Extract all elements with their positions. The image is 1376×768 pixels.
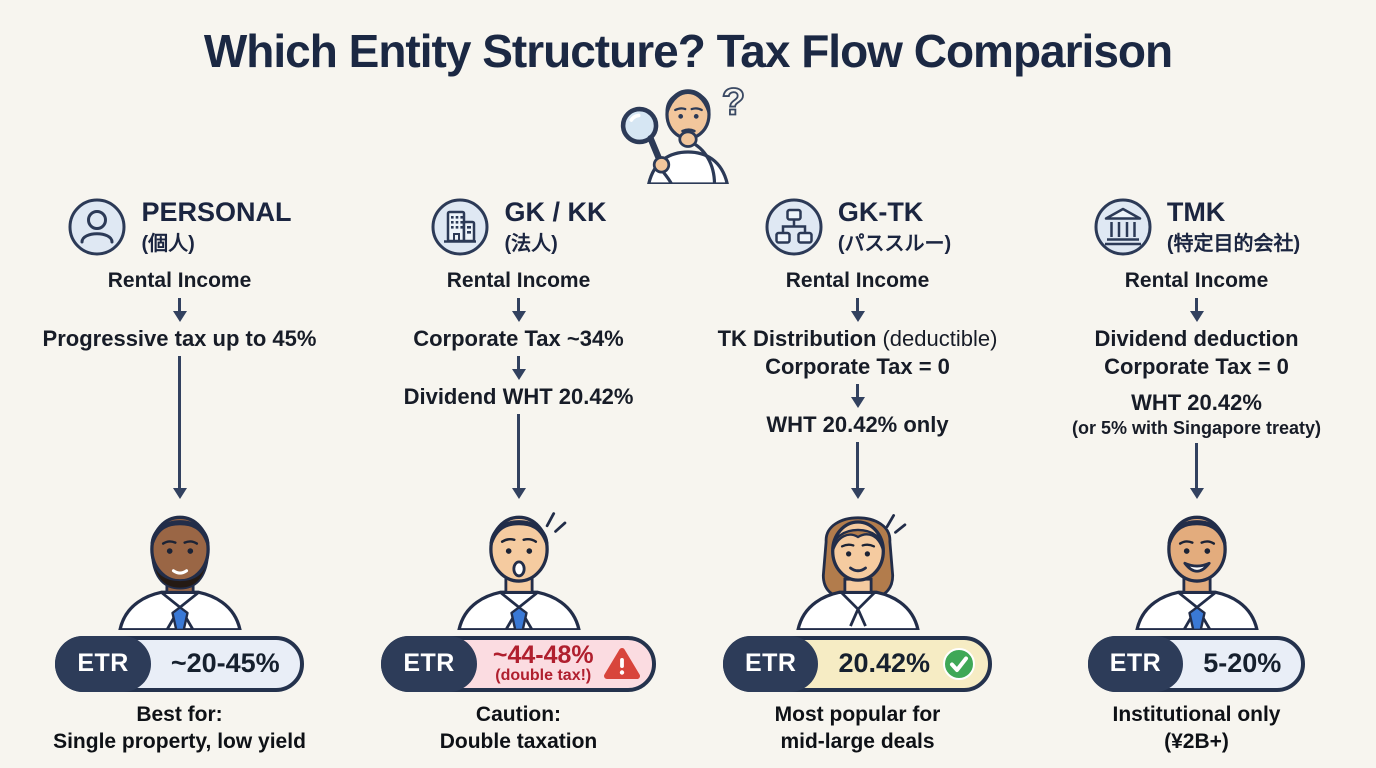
- etr-label: ETR: [1087, 635, 1184, 692]
- tax-step-group: WHT 20.42% (or 5% with Singapore treaty): [1072, 389, 1321, 440]
- investor-illustration: [444, 502, 594, 630]
- column-header: GK-TK (パススルー): [764, 188, 951, 266]
- tax-step: Dividend WHT 20.42%: [403, 384, 634, 410]
- column-personal: PERSONAL (個人) Rental Income Progressive …: [10, 188, 349, 756]
- down-arrow-icon: [511, 297, 526, 322]
- caption-line-2: Single property, low yield: [53, 730, 306, 754]
- down-arrow-icon: [850, 384, 865, 409]
- etr-badge: ETR ~44-48% (double tax!): [381, 635, 656, 692]
- etr-badge: ETR 20.42%: [722, 635, 993, 692]
- tax-step-line2: Corporate Tax = 0: [1104, 354, 1289, 380]
- column-title-jp: (パススルー): [837, 233, 952, 256]
- etr-note: (double tax!): [495, 667, 592, 685]
- tax-flow: Rental Income Progressive tax up to 45%: [10, 266, 349, 502]
- tax-step-paren: (deductible): [882, 325, 998, 351]
- etr-label: ETR: [722, 635, 819, 692]
- column-title: PERSONAL: [141, 196, 292, 227]
- down-arrow-icon: [1189, 443, 1204, 499]
- column-title: GK / KK: [504, 196, 607, 227]
- down-arrow-icon: [850, 442, 865, 499]
- caption-line-2: Double taxation: [439, 730, 598, 754]
- column-header: TMK (特定目的会社): [1093, 188, 1300, 266]
- tax-step: WHT 20.42%: [1131, 390, 1262, 416]
- income-label: Rental Income: [446, 269, 591, 292]
- column-header: GK / KK (法人): [430, 188, 607, 266]
- investor-illustration: [783, 502, 933, 630]
- tax-step-sub: (or 5% with Singapore treaty): [1071, 418, 1322, 439]
- income-label: Rental Income: [1124, 269, 1269, 292]
- thinking-person-illustration: ?: [0, 78, 1376, 186]
- etr-value: ~20-45%: [170, 648, 280, 679]
- down-arrow-icon: [511, 356, 526, 381]
- down-arrow-icon: [511, 414, 526, 499]
- investor-illustration: [105, 502, 255, 630]
- etr-value: ~44-48%: [492, 641, 594, 670]
- etr-value: 5-20%: [1203, 648, 1282, 679]
- column-title: TMK: [1166, 196, 1226, 227]
- column-caption: Most popular for mid-large deals: [775, 701, 941, 756]
- investor-illustration: [1122, 502, 1272, 630]
- etr-value: 20.42%: [838, 648, 931, 679]
- tax-flow: Rental Income TK Distribution (deductible…: [688, 266, 1027, 502]
- tax-flow: Rental Income Dividend deduction Corpora…: [1027, 266, 1366, 502]
- building-icon: [430, 197, 490, 257]
- tax-step-line1: Dividend deduction: [1094, 325, 1299, 351]
- tax-step: WHT 20.42% only: [766, 412, 949, 438]
- column-caption: Institutional only (¥2B+): [1113, 701, 1281, 756]
- caption-line-1: Most popular for: [774, 702, 941, 726]
- etr-label: ETR: [55, 635, 151, 692]
- down-arrow-icon: [172, 297, 187, 322]
- down-arrow-icon: [850, 297, 865, 322]
- caption-line-2: mid-large deals: [780, 730, 935, 754]
- check-icon: [942, 647, 976, 681]
- column-title-jp: (法人): [504, 233, 558, 256]
- tax-step-main: TK Distribution: [717, 325, 877, 351]
- tax-step: Progressive tax up to 45%: [42, 325, 317, 351]
- etr-badge: ETR ~20-45%: [55, 635, 304, 692]
- tax-step-group: Dividend deduction Corporate Tax = 0: [1094, 325, 1298, 381]
- tax-step: Corporate Tax ~34%: [413, 325, 624, 351]
- column-header: PERSONAL (個人): [67, 188, 292, 266]
- down-arrow-icon: [172, 356, 187, 499]
- caption-line-1: Institutional only: [1112, 702, 1281, 726]
- page-title: Which Entity Structure? Tax Flow Compari…: [203, 25, 1173, 77]
- org-chart-icon: [764, 197, 824, 257]
- column-gk-tk: GK-TK (パススルー) Rental Income TK Distribut…: [688, 188, 1027, 756]
- column-title: GK-TK: [837, 196, 924, 227]
- etr-label: ETR: [381, 635, 477, 692]
- column-title-jp: (個人): [141, 233, 195, 256]
- column-title-jp: (特定目的会社): [1166, 233, 1301, 256]
- income-label: Rental Income: [785, 269, 930, 292]
- income-label: Rental Income: [107, 269, 252, 292]
- column-gk-kk: GK / KK (法人) Rental Income Corporate Tax…: [349, 188, 688, 756]
- magnifier-thinker-icon: ?: [620, 80, 746, 184]
- caption-line-1: Caution:: [475, 702, 562, 726]
- column-caption: Best for: Single property, low yield: [53, 701, 306, 756]
- user-icon: [67, 197, 127, 257]
- tax-step-group: TK Distribution (deductible) Corporate Ta…: [718, 325, 998, 381]
- bank-icon: [1093, 197, 1153, 257]
- comparison-columns: PERSONAL (個人) Rental Income Progressive …: [0, 188, 1376, 756]
- caption-line-2: (¥2B+): [1164, 730, 1229, 754]
- down-arrow-icon: [1189, 297, 1204, 322]
- tax-flow: Rental Income Corporate Tax ~34% Dividen…: [349, 266, 688, 502]
- caption-line-1: Best for:: [136, 702, 223, 726]
- svg-text:?: ?: [722, 81, 745, 124]
- warning-icon: [603, 647, 640, 680]
- column-tmk: TMK (特定目的会社) Rental Income Dividend dedu…: [1027, 188, 1366, 756]
- tax-step-line2: Corporate Tax = 0: [765, 354, 950, 380]
- column-caption: Caution: Double taxation: [440, 701, 598, 756]
- etr-badge: ETR 5-20%: [1087, 635, 1306, 692]
